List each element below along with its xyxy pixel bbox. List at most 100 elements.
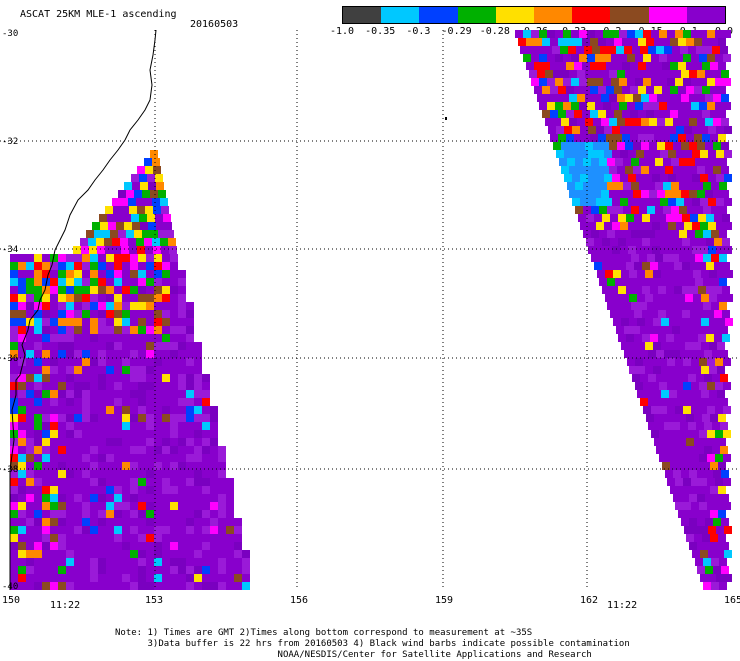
swath-cell bbox=[26, 470, 34, 478]
swath-cell bbox=[130, 262, 138, 270]
swath-cell bbox=[146, 550, 154, 558]
swath-cell bbox=[18, 582, 26, 590]
swath-cell bbox=[643, 102, 651, 110]
swath-cell bbox=[667, 382, 675, 390]
swath-cell bbox=[598, 38, 606, 46]
swath-cell bbox=[590, 86, 598, 94]
swath-cell bbox=[563, 54, 571, 62]
swath-cell bbox=[114, 318, 122, 326]
swath-cell bbox=[146, 462, 154, 470]
swath-cell bbox=[711, 206, 719, 214]
swath-cell bbox=[618, 286, 626, 294]
swath-cell bbox=[566, 110, 574, 118]
swath-cell bbox=[547, 54, 555, 62]
swath-cell bbox=[162, 422, 170, 430]
swath-cell bbox=[138, 526, 146, 534]
swath-cell bbox=[130, 398, 138, 406]
longitude-labels: 150 153 156 159 162 165 bbox=[2, 595, 740, 606]
swath-cell bbox=[689, 94, 697, 102]
swath-cell bbox=[138, 510, 146, 518]
swath-cell bbox=[717, 390, 725, 398]
swath-cell bbox=[634, 214, 642, 222]
swath-cell bbox=[643, 54, 651, 62]
swath-cell bbox=[82, 550, 90, 558]
swath-cell bbox=[569, 118, 577, 126]
swath-cell bbox=[138, 462, 146, 470]
swath-cell bbox=[122, 326, 130, 334]
colorbar-swatch bbox=[572, 7, 611, 23]
swath-cell bbox=[558, 134, 566, 142]
swath-cell bbox=[34, 254, 42, 262]
swath-cell bbox=[202, 390, 210, 398]
swath-cell bbox=[705, 470, 713, 478]
swath-cell bbox=[579, 102, 587, 110]
swath-cell bbox=[42, 382, 50, 390]
swath-cell bbox=[689, 518, 697, 526]
swath-cell bbox=[178, 406, 186, 414]
note-line-1: Note: 1) Times are GMT 2)Times along bot… bbox=[115, 628, 533, 638]
swath-cell bbox=[689, 70, 697, 78]
swath-cell bbox=[162, 510, 170, 518]
swath-cell bbox=[202, 582, 210, 590]
swath-cell bbox=[664, 350, 672, 358]
swath-cell bbox=[723, 54, 731, 62]
swath-cell bbox=[651, 430, 659, 438]
swath-cell bbox=[697, 118, 705, 126]
swath-cell bbox=[58, 414, 66, 422]
swath-cell bbox=[162, 286, 170, 294]
swath-cell bbox=[106, 558, 114, 566]
swath-cell bbox=[210, 502, 218, 510]
swath-cell bbox=[82, 254, 90, 262]
swath-cell bbox=[663, 278, 671, 286]
swath-cell bbox=[610, 286, 618, 294]
swath-cell bbox=[98, 382, 106, 390]
swath-cell bbox=[676, 150, 684, 158]
swath-cell bbox=[689, 494, 697, 502]
swath-cell bbox=[689, 166, 697, 174]
swath-cell bbox=[622, 38, 630, 46]
swath-cell bbox=[34, 526, 42, 534]
swath-cell bbox=[161, 206, 169, 214]
swath-cell bbox=[604, 198, 612, 206]
colorbar-swatch bbox=[686, 7, 726, 23]
swath-cell bbox=[638, 134, 646, 142]
swath-cell bbox=[66, 294, 74, 302]
swath-cell bbox=[90, 270, 98, 278]
swath-cell bbox=[700, 526, 708, 534]
swath-cell bbox=[639, 278, 647, 286]
swath-cell bbox=[710, 414, 718, 422]
swath-cell bbox=[202, 510, 210, 518]
swath-cell bbox=[692, 198, 700, 206]
swath-cell bbox=[639, 230, 647, 238]
swath-cell bbox=[647, 182, 655, 190]
swath-cell bbox=[74, 358, 82, 366]
swath-cell bbox=[550, 38, 558, 46]
swath-cell bbox=[186, 534, 194, 542]
swath-cell bbox=[645, 390, 653, 398]
swath-cell bbox=[170, 390, 178, 398]
swath-cell bbox=[152, 198, 160, 206]
swath-cell bbox=[154, 318, 162, 326]
swath-cell bbox=[609, 94, 617, 102]
swath-cell bbox=[186, 494, 194, 502]
swath-cell bbox=[515, 30, 523, 38]
swath-cell bbox=[42, 262, 50, 270]
swath-cell bbox=[194, 502, 202, 510]
swath-cell bbox=[649, 166, 657, 174]
swath-cell bbox=[713, 190, 721, 198]
swath-cell bbox=[609, 142, 617, 150]
swath-cell bbox=[106, 406, 114, 414]
swath-cell bbox=[146, 542, 154, 550]
swath-cell bbox=[98, 334, 106, 342]
swath-cell bbox=[194, 422, 202, 430]
swath-cell bbox=[630, 62, 638, 70]
swath-cell bbox=[707, 30, 715, 38]
swath-cell bbox=[604, 150, 612, 158]
swath-cell bbox=[627, 54, 635, 62]
swath-cell bbox=[710, 134, 718, 142]
swath-cell bbox=[705, 190, 713, 198]
swath-cell bbox=[146, 518, 154, 526]
swath-cell bbox=[138, 430, 146, 438]
swath-cell bbox=[34, 558, 42, 566]
swath-cell bbox=[146, 390, 154, 398]
